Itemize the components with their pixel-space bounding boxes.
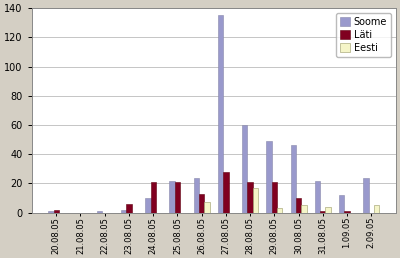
Bar [248, 182, 253, 213]
Bar [344, 211, 350, 213]
Bar [296, 198, 301, 213]
Bar [175, 182, 180, 213]
Bar [126, 204, 132, 213]
Bar [320, 211, 326, 213]
Bar [290, 146, 296, 213]
Bar [277, 208, 282, 213]
Legend: Soome, Läti, Eesti: Soome, Läti, Eesti [336, 13, 391, 57]
Bar [374, 205, 379, 213]
Bar [272, 182, 277, 213]
Bar [363, 178, 369, 213]
Bar [204, 203, 210, 213]
Bar [170, 181, 175, 213]
Bar [145, 198, 150, 213]
Bar [218, 15, 223, 213]
Bar [194, 178, 199, 213]
Bar [223, 172, 228, 213]
Bar [121, 210, 126, 213]
Bar [339, 195, 344, 213]
Bar [199, 194, 204, 213]
Bar [301, 205, 306, 213]
Bar [326, 207, 331, 213]
Bar [54, 210, 59, 213]
Bar [253, 188, 258, 213]
Bar [48, 211, 54, 213]
Bar [97, 211, 102, 213]
Bar [315, 181, 320, 213]
Bar [242, 125, 248, 213]
Bar [150, 182, 156, 213]
Bar [266, 141, 272, 213]
